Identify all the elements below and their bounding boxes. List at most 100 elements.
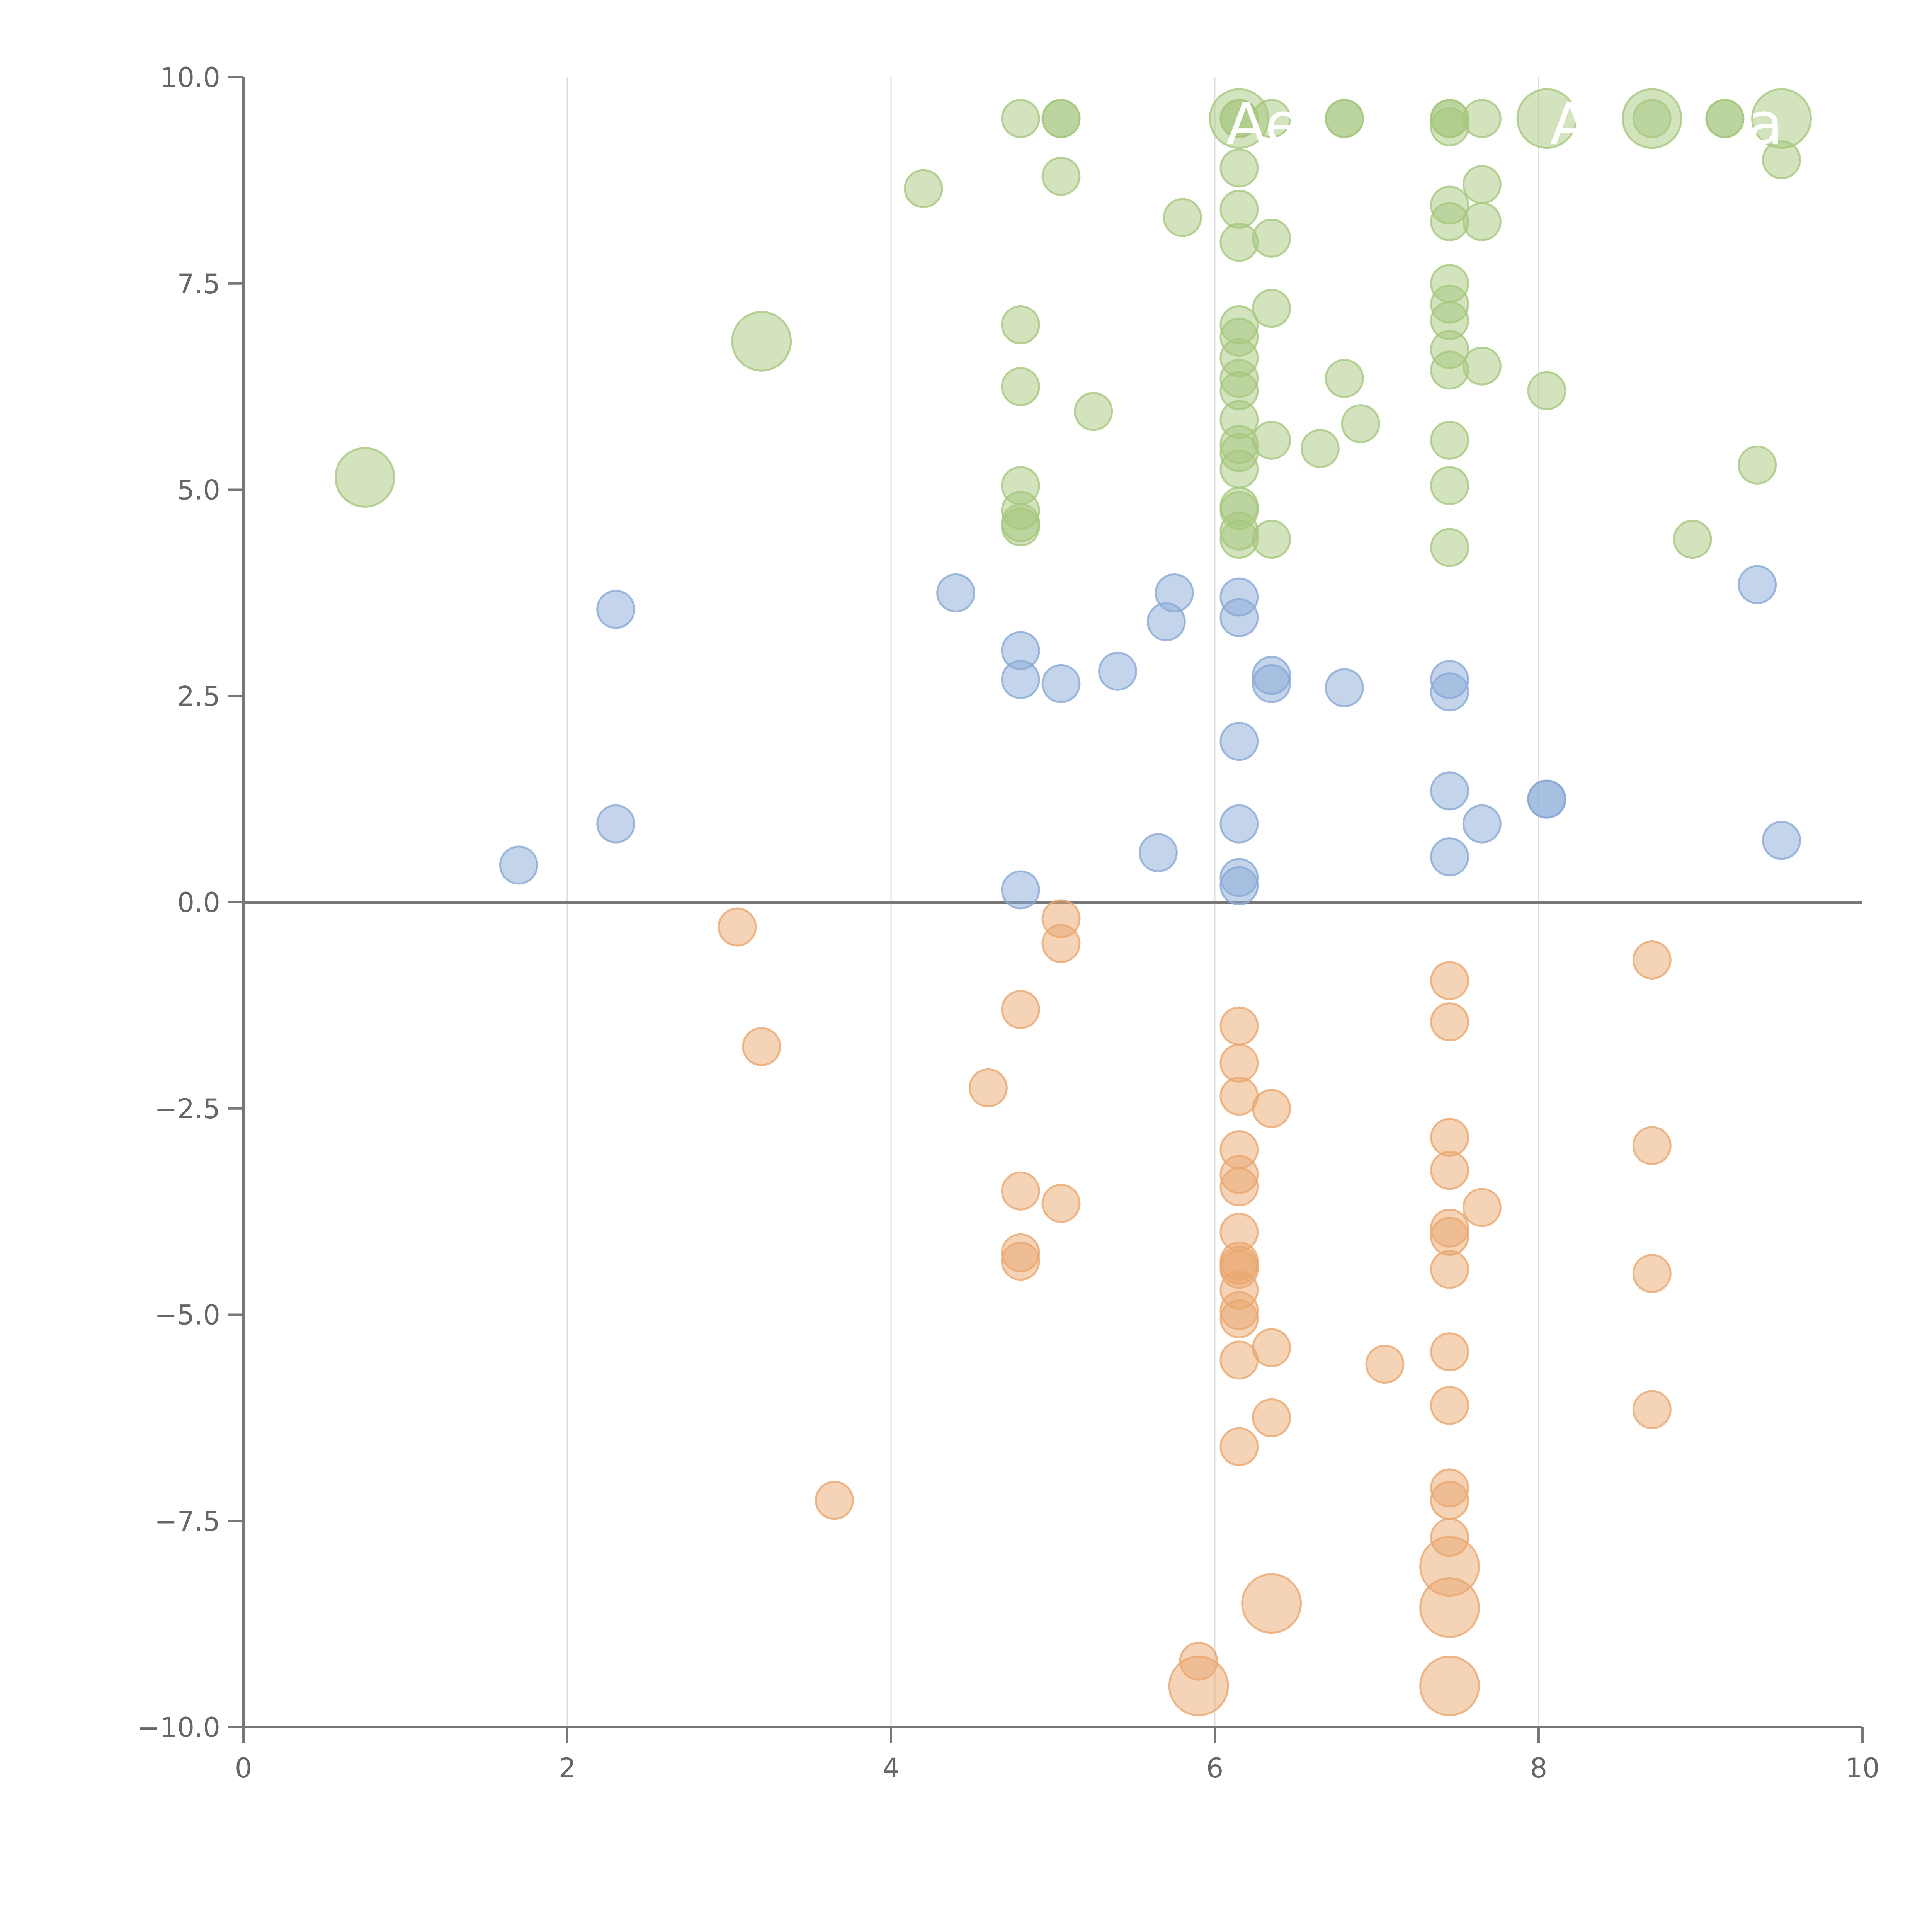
scatter-point-negative [1430, 1002, 1469, 1042]
point-annotation-label: Ae [1550, 90, 1624, 158]
scatter-point-positive-high [1632, 99, 1672, 138]
scatter-point-positive-low [1219, 804, 1259, 844]
scatter-point-positive-high [1041, 99, 1081, 138]
scatter-point-positive-high [1001, 305, 1040, 344]
scatter-point-positive-low [1762, 821, 1801, 860]
point-annotation-label: a [1748, 90, 1783, 158]
scatter-point-negative [1219, 1427, 1259, 1466]
scatter-point-negative [968, 1068, 1008, 1107]
scatter-point-positive-high [1673, 520, 1712, 559]
scatter-point-positive-low [499, 845, 538, 885]
scatter-point-negative [718, 907, 757, 947]
x-tick-label: 4 [883, 1752, 900, 1784]
scatter-point-positive-high [1341, 404, 1380, 444]
scatter-point-negative [1632, 1254, 1672, 1293]
scatter-point-positive-high [1430, 107, 1469, 146]
y-tick-label: 10.0 [160, 62, 220, 94]
scatter-point-positive-high [1762, 140, 1801, 179]
scatter-point-positive-low [1252, 664, 1291, 703]
scatter-point-negative [1462, 1188, 1502, 1227]
scatter-point-negative [1430, 1151, 1469, 1190]
scatter-point-positive-high [1041, 156, 1081, 196]
scatter-point-positive-low [1098, 651, 1138, 691]
scatter-point-negative [1430, 1386, 1469, 1425]
scatter-point-positive-high [1252, 218, 1291, 258]
scatter-point-negative [1430, 961, 1469, 1000]
scatter-point-positive-high [1219, 190, 1259, 229]
scatter-point-negative [1041, 1184, 1081, 1223]
scatter-point-positive-low [1001, 870, 1040, 910]
y-tick-label: −2.5 [155, 1093, 220, 1125]
x-tick-label: 10 [1845, 1752, 1879, 1784]
scatter-point-negative [1419, 1577, 1480, 1638]
x-tick-label: 0 [235, 1752, 252, 1784]
y-tick-label: 7.5 [177, 268, 220, 300]
scatter-point-positive-high [1001, 367, 1040, 406]
y-tick-label: 0.0 [177, 887, 220, 918]
scatter-point-negative [1632, 940, 1672, 980]
scatter-point-negative [1430, 1117, 1469, 1157]
scatter-point-positive-high [1325, 99, 1364, 138]
scatter-point-positive-high [1001, 99, 1040, 138]
y-tick-label: 2.5 [177, 680, 220, 712]
scatter-point-positive-high [1705, 99, 1745, 138]
scatter-point-positive-high [1462, 99, 1502, 138]
scatter-point-positive-low [1462, 804, 1502, 844]
scatter-point-negative [1252, 1328, 1291, 1367]
scatter-point-positive-high [1252, 420, 1291, 460]
scatter-point-positive-low [1430, 672, 1469, 712]
scatter-point-positive-high [1300, 429, 1340, 468]
scatter-point-positive-low [1138, 833, 1178, 872]
scatter-point-negative [1219, 1299, 1259, 1338]
scatter-point-positive-high [904, 169, 943, 208]
scatter-point-positive-high [1252, 520, 1291, 559]
scatter-point-positive-low [596, 804, 636, 844]
x-tick-label: 8 [1530, 1752, 1548, 1784]
scatter-point-negative [1041, 924, 1081, 963]
scatter-point-positive-high [1430, 350, 1469, 390]
scatter-point-positive-high [1325, 359, 1364, 398]
scatter-point-positive-high [1219, 223, 1259, 262]
scatter-point-negative [1365, 1345, 1405, 1384]
scatter-point-positive-low [1219, 722, 1259, 761]
scatter-point-positive-low [1219, 598, 1259, 637]
scatter-point-positive-low [1041, 664, 1081, 703]
scatter-point-positive-high [731, 311, 792, 372]
scatter-point-positive-low [1738, 565, 1777, 604]
x-tick-label: 2 [559, 1752, 576, 1784]
x-tick-label: 6 [1206, 1752, 1224, 1784]
y-tick-label: −7.5 [155, 1505, 220, 1537]
scatter-point-positive-high [1163, 198, 1202, 237]
scatter-point-positive-high [1430, 420, 1469, 460]
scatter-point-positive-high [1516, 88, 1577, 149]
scatter-point-positive-high [1252, 99, 1291, 138]
y-tick-label: −10.0 [137, 1712, 220, 1743]
scatter-point-positive-high [1074, 392, 1113, 431]
scatter-point-positive-low [936, 573, 976, 612]
top-labels: Ae Ae a [1226, 90, 1783, 158]
scatter-point-negative [1001, 1171, 1040, 1211]
scatter-point-negative [1168, 1655, 1229, 1716]
scatter-point-positive-high [1219, 148, 1259, 188]
scatter-point-negative [1430, 1217, 1469, 1256]
scatter-point-negative [1001, 990, 1040, 1029]
scatter-point-positive-low [1155, 573, 1194, 612]
scatter-point-negative [1219, 1167, 1259, 1207]
scatter-point-positive-high [334, 447, 395, 508]
scatter-point-positive-high [1738, 445, 1777, 485]
scatter-point-positive-high [1252, 289, 1291, 328]
scatter-point-negative [1430, 1481, 1469, 1520]
scatter-point-positive-high [1462, 346, 1502, 386]
scatter-point-positive-high [1462, 202, 1502, 242]
point-annotation-label: Ae [1226, 90, 1301, 158]
tick-marks: 0 2 4 6 8 10 −10.0 −7.5 −5.0 −2.5 0.0 2.5 5.0 7.5 10.0 [137, 62, 1879, 1784]
scatter-point-positive-high [1462, 165, 1502, 204]
scatter-point-positive-low [1430, 771, 1469, 811]
data-points [334, 88, 1812, 1716]
scatter-point-negative [1219, 1043, 1259, 1083]
scatter-point-negative [1430, 1332, 1469, 1372]
scatter-point-negative [1419, 1655, 1480, 1716]
scatter-point-positive-low [1219, 866, 1259, 905]
scatter-point-negative [1632, 1390, 1672, 1429]
